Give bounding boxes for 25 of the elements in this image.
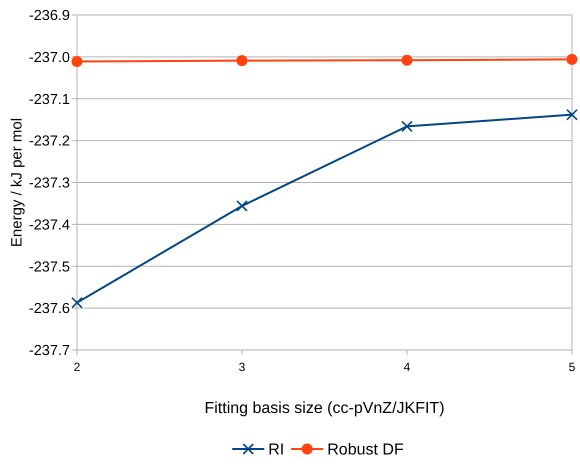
y-tick-label: -237.0: [28, 50, 70, 66]
point: [566, 54, 578, 65]
point: [71, 296, 83, 308]
y-tick-label: -237.7: [28, 343, 70, 360]
y-tick-label: -237.1: [28, 92, 70, 108]
y-axis-title: Energy / kJ per mol: [8, 118, 26, 248]
y-tick-label: -236.9: [28, 8, 70, 24]
point: [236, 200, 248, 212]
y-tick-label: -237.2: [28, 134, 70, 150]
legend-label: Robust DF: [327, 442, 404, 459]
point: [566, 108, 578, 120]
point: [401, 120, 413, 132]
x-tick-label: 2: [74, 360, 81, 374]
x-tick-label: 4: [404, 360, 411, 374]
y-tick-label: -237.5: [28, 259, 70, 276]
x-tick-label: 5: [568, 360, 576, 374]
point: [236, 55, 248, 66]
point: [402, 54, 412, 66]
point: [72, 56, 82, 67]
x-axis-title: Fitting basis size (cc-pVnZ/JKFIT): [204, 400, 445, 417]
legend-label: RI: [268, 442, 284, 459]
y-tick-label: -237.4: [28, 217, 70, 234]
x-tick-label: 3: [238, 360, 246, 374]
y-tick-label: -237.6: [28, 301, 70, 318]
y-tick-label: -237.3: [28, 176, 70, 192]
